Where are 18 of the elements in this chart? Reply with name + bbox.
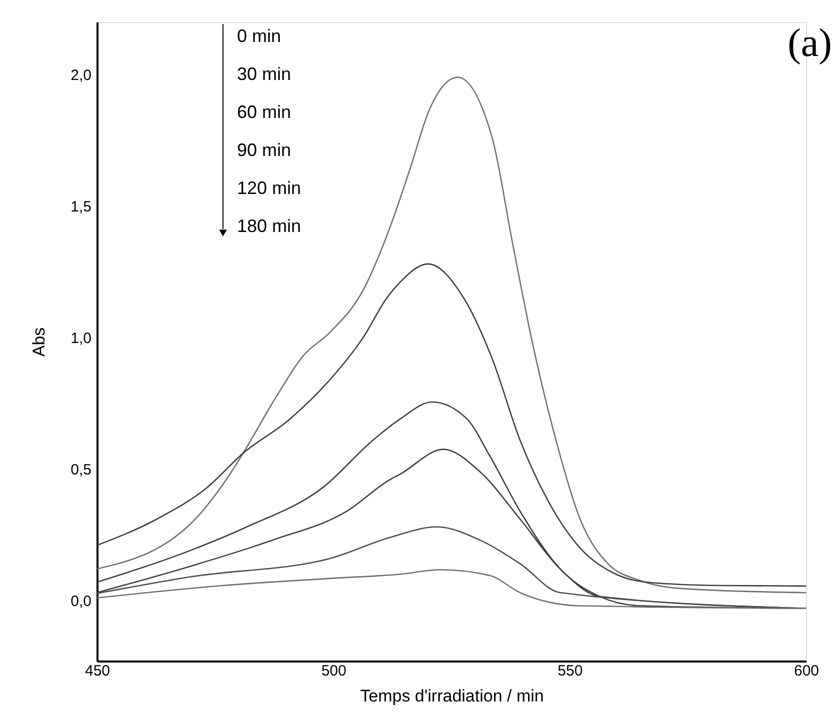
annotation: 90 min: [237, 140, 292, 160]
y-tick-label: 0,5: [70, 462, 92, 479]
annotation: 180 min: [237, 216, 302, 236]
annotation: 120 min: [237, 178, 302, 198]
x-tick-label: 450: [84, 662, 110, 680]
x-axis-title: Temps d'irradiation / min: [360, 686, 544, 706]
x-tick-label: 600: [794, 662, 820, 680]
y-tick-label: 1,0: [70, 330, 92, 348]
y-axis-title: Abs: [30, 327, 49, 357]
annotation: 30 min: [237, 64, 292, 84]
y-tick-label: 1,5: [70, 198, 92, 216]
annotation: 0 min: [237, 26, 282, 46]
x-tick-label: 500: [321, 662, 346, 680]
annotation: 60 min: [237, 102, 292, 122]
y-tick-label: 2,0: [70, 67, 92, 84]
chart-title: (a): [788, 20, 832, 65]
x-tick-label: 550: [558, 662, 583, 680]
y-tick-label: 0,0: [70, 593, 92, 610]
